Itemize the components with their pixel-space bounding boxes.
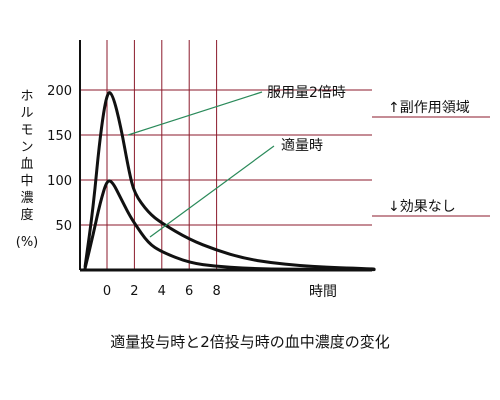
y-axis-title: ホルモン血中濃度 (%) <box>16 89 39 250</box>
annotation-leader-0 <box>127 91 263 136</box>
x-tick-label-8: 8 <box>212 284 220 299</box>
series-line-1 <box>83 179 376 272</box>
series-label-1: 適量時 <box>281 137 323 154</box>
x-tick-label-6: 6 <box>185 284 193 299</box>
y-axis-label: ホルモン血中濃度 <box>20 89 33 223</box>
chart-title: 適量投与時と2倍投与時の血中濃度の変化 <box>110 333 390 351</box>
reference-label-1: ↓効果なし <box>388 199 456 215</box>
x-axis-label: 時間 <box>309 284 337 300</box>
series-label-0: 服用量2倍時 <box>267 85 346 101</box>
axes <box>79 40 372 272</box>
y-tick-label-150: 150 <box>47 129 72 144</box>
series-lines <box>83 91 376 272</box>
annotation-leader-1 <box>149 145 275 238</box>
y-tick-label-200: 200 <box>47 84 72 99</box>
x-tick-label-2: 2 <box>130 284 138 299</box>
grid-lines <box>80 40 372 270</box>
reference-lines: ↑副作用領域 ↓効果なし <box>372 99 490 217</box>
reference-label-0: ↑副作用領域 <box>388 99 470 116</box>
y-axis-unit: (%) <box>16 235 39 250</box>
tick-labels: 0 2 4 6 8 50 100 150 200 <box>47 84 221 299</box>
y-tick-label-50: 50 <box>55 219 72 234</box>
x-tick-label-4: 4 <box>158 284 166 299</box>
y-tick-label-100: 100 <box>47 174 72 189</box>
series-line-0 <box>83 91 376 271</box>
x-tick-label-0: 0 <box>103 284 111 299</box>
